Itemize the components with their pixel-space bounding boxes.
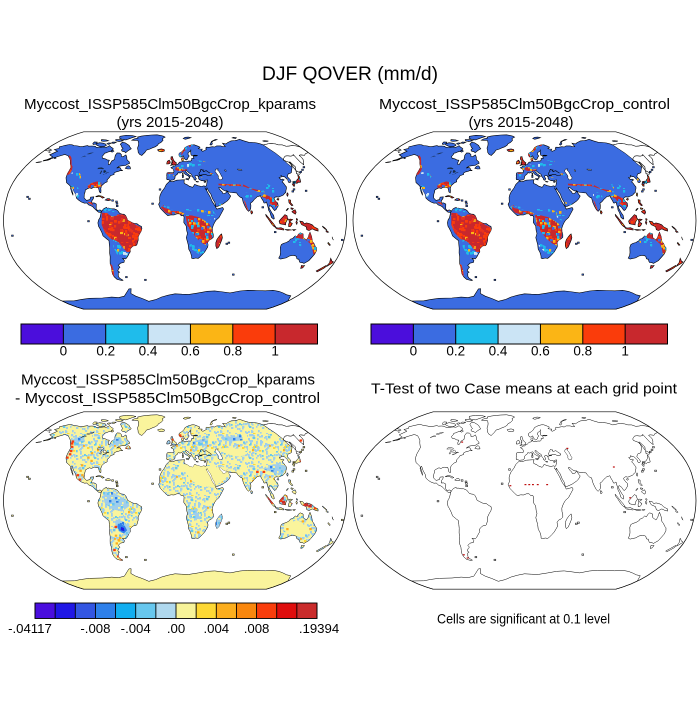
svg-text:0.6: 0.6: [531, 344, 550, 359]
svg-text:-.004: -.004: [121, 621, 151, 636]
svg-text:0.8: 0.8: [573, 344, 592, 359]
svg-text:Myccost_ISSP585Clm50BgcCrop_kp: Myccost_ISSP585Clm50BgcCrop_kparams: [24, 96, 316, 113]
svg-text:0: 0: [60, 344, 68, 359]
svg-text:0: 0: [410, 344, 418, 359]
svg-text:-.008: -.008: [80, 621, 110, 636]
svg-text:-.04117: -.04117: [8, 621, 52, 636]
svg-text:0.6: 0.6: [181, 344, 200, 359]
svg-text:(yrs 2015-2048): (yrs 2015-2048): [469, 114, 574, 131]
svg-text:- Myccost_ISSP585Clm50BgcCrop_: - Myccost_ISSP585Clm50BgcCrop_control: [15, 390, 320, 407]
svg-text:Cells are significant at 0.1 l: Cells are significant at 0.1 level: [437, 612, 610, 627]
svg-text:T-Test of two Case means at ea: T-Test of two Case means at each grid po…: [371, 381, 678, 398]
svg-text:0.2: 0.2: [446, 344, 465, 359]
svg-text:Myccost_ISSP585Clm50BgcCrop_kp: Myccost_ISSP585Clm50BgcCrop_kparams: [21, 372, 315, 389]
svg-text:(yrs 2015-2048): (yrs 2015-2048): [117, 114, 224, 131]
svg-text:.008: .008: [244, 621, 270, 636]
svg-text:DJF QOVER (mm/d): DJF QOVER (mm/d): [262, 64, 438, 85]
svg-text:Myccost_ISSP585Clm50BgcCrop_co: Myccost_ISSP585Clm50BgcCrop_control: [379, 96, 670, 113]
svg-text:0.2: 0.2: [96, 344, 115, 359]
svg-text:.19394: .19394: [299, 621, 339, 636]
svg-text:.00: .00: [167, 621, 185, 636]
svg-text:.004: .004: [203, 621, 229, 636]
svg-text:0.8: 0.8: [223, 344, 242, 359]
svg-text:0.4: 0.4: [489, 344, 508, 359]
svg-text:1: 1: [621, 344, 629, 359]
svg-text:0.4: 0.4: [139, 344, 158, 359]
svg-text:1: 1: [271, 344, 279, 359]
